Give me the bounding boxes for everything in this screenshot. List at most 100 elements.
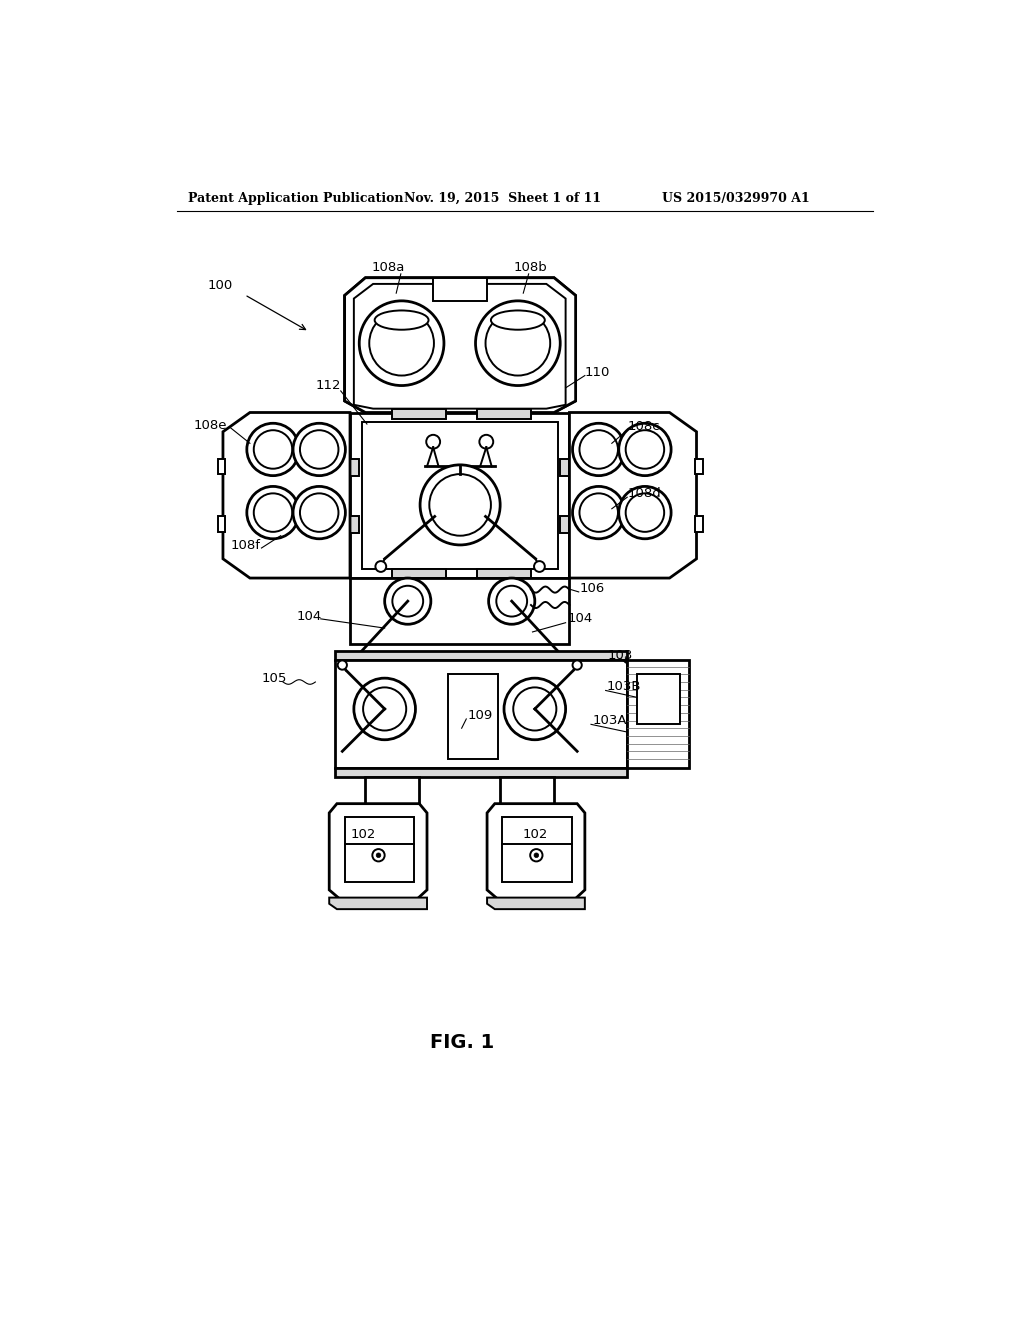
- Circle shape: [354, 678, 416, 739]
- Circle shape: [300, 494, 339, 532]
- Bar: [560, 516, 569, 533]
- Circle shape: [485, 312, 550, 376]
- Circle shape: [385, 578, 431, 624]
- Circle shape: [580, 494, 617, 532]
- Text: Patent Application Publication: Patent Application Publication: [188, 191, 403, 205]
- Circle shape: [513, 688, 556, 730]
- Circle shape: [572, 487, 625, 539]
- Bar: [350, 516, 359, 533]
- Circle shape: [254, 430, 292, 469]
- Bar: [447, 675, 498, 759]
- Text: 108e: 108e: [194, 418, 227, 432]
- Text: 106: 106: [580, 582, 605, 594]
- Text: 102: 102: [350, 828, 376, 841]
- Bar: [350, 413, 569, 578]
- Polygon shape: [350, 578, 569, 644]
- Circle shape: [364, 688, 407, 730]
- Bar: [695, 459, 702, 474]
- Circle shape: [392, 586, 423, 616]
- Circle shape: [535, 561, 545, 572]
- Text: FIG. 1: FIG. 1: [429, 1032, 494, 1052]
- Bar: [695, 516, 702, 532]
- Text: 108c: 108c: [628, 420, 659, 433]
- Bar: [560, 459, 569, 475]
- Bar: [350, 459, 359, 475]
- Circle shape: [429, 474, 490, 536]
- Circle shape: [420, 465, 500, 545]
- Circle shape: [580, 430, 617, 469]
- Circle shape: [475, 301, 560, 385]
- Circle shape: [530, 849, 543, 862]
- Ellipse shape: [490, 310, 545, 330]
- Bar: [217, 459, 225, 474]
- Text: 103A: 103A: [593, 714, 627, 727]
- Bar: [637, 675, 680, 725]
- Bar: [361, 422, 558, 569]
- Circle shape: [479, 434, 494, 449]
- Text: 102: 102: [523, 828, 548, 841]
- Text: 104: 104: [567, 612, 593, 626]
- Circle shape: [426, 434, 440, 449]
- Polygon shape: [345, 277, 575, 412]
- Circle shape: [572, 424, 625, 475]
- Circle shape: [373, 849, 385, 862]
- Circle shape: [497, 586, 527, 616]
- Text: 103: 103: [608, 648, 633, 661]
- Bar: [217, 516, 225, 532]
- Circle shape: [338, 660, 347, 669]
- Circle shape: [376, 853, 381, 858]
- Circle shape: [572, 660, 582, 669]
- Text: 100: 100: [208, 279, 232, 292]
- Circle shape: [504, 678, 565, 739]
- Circle shape: [557, 653, 566, 663]
- Ellipse shape: [375, 310, 429, 330]
- Text: 108d: 108d: [628, 487, 660, 500]
- Polygon shape: [569, 412, 696, 578]
- Bar: [500, 777, 554, 804]
- Bar: [392, 409, 446, 418]
- Text: Nov. 19, 2015  Sheet 1 of 11: Nov. 19, 2015 Sheet 1 of 11: [403, 191, 601, 205]
- Circle shape: [293, 487, 345, 539]
- Circle shape: [488, 578, 535, 624]
- Circle shape: [618, 487, 671, 539]
- Circle shape: [300, 430, 339, 469]
- Circle shape: [626, 430, 665, 469]
- Text: 109: 109: [468, 709, 494, 722]
- Text: 112: 112: [315, 379, 341, 392]
- Circle shape: [353, 653, 362, 663]
- Text: 105: 105: [261, 672, 287, 685]
- Circle shape: [247, 424, 299, 475]
- Text: 108f: 108f: [230, 539, 261, 552]
- Bar: [477, 569, 531, 578]
- Text: US 2015/0329970 A1: US 2015/0329970 A1: [662, 191, 810, 205]
- Bar: [503, 817, 571, 882]
- Circle shape: [370, 312, 434, 376]
- Circle shape: [293, 424, 345, 475]
- Text: 108a: 108a: [372, 261, 404, 275]
- Bar: [335, 651, 628, 660]
- Circle shape: [626, 494, 665, 532]
- Polygon shape: [223, 412, 350, 578]
- Polygon shape: [354, 284, 565, 409]
- Circle shape: [359, 301, 444, 385]
- Polygon shape: [487, 804, 585, 899]
- Circle shape: [618, 424, 671, 475]
- Circle shape: [254, 494, 292, 532]
- Polygon shape: [330, 804, 427, 899]
- Circle shape: [376, 561, 386, 572]
- Polygon shape: [345, 277, 575, 412]
- Bar: [335, 660, 628, 768]
- Bar: [366, 777, 419, 804]
- Text: 103B: 103B: [606, 680, 641, 693]
- Text: 110: 110: [585, 366, 610, 379]
- Circle shape: [247, 487, 299, 539]
- Bar: [477, 409, 531, 418]
- Bar: [628, 660, 689, 768]
- Text: 104: 104: [296, 610, 322, 623]
- Bar: [392, 569, 446, 578]
- Bar: [335, 768, 628, 777]
- Bar: [433, 277, 487, 301]
- Polygon shape: [330, 898, 427, 909]
- Text: 108b: 108b: [513, 261, 547, 275]
- Circle shape: [535, 853, 539, 858]
